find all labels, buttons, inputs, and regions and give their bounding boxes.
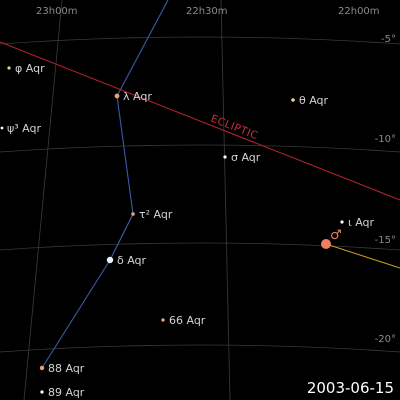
star-psi3-aqr[interactable]: ψ³ Aqr — [0, 122, 42, 135]
dec-label-minus10: -10° — [375, 134, 396, 145]
ecliptic-line — [0, 41, 400, 201]
mars-track — [325, 243, 400, 269]
star-marker — [40, 390, 44, 394]
dec-line-minus10 — [0, 144, 400, 153]
star-theta-aqr[interactable]: θ Aqr — [291, 94, 329, 107]
star-label: ι Aqr — [348, 216, 375, 229]
star-label: φ Aqr — [15, 62, 45, 75]
star-delta-aqr[interactable]: δ Aqr — [106, 254, 147, 267]
star-marker — [340, 220, 344, 224]
star-label: 88 Aqr — [48, 362, 85, 375]
constellation-lines-aquarius — [41, 0, 169, 369]
mars-symbol: ♂ — [330, 228, 342, 243]
star-89-aqr[interactable]: 89 Aqr — [40, 386, 85, 399]
dec-line-minus15 — [0, 242, 400, 251]
star-marker — [7, 66, 11, 70]
dec-line-minus20 — [0, 344, 400, 353]
star-lambda-aqr[interactable]: λ Aqr — [114, 90, 153, 103]
ra-line-22h30m — [220, 0, 231, 400]
star-marker — [291, 98, 295, 102]
mars-disc — [321, 239, 331, 249]
star-marker — [39, 365, 45, 371]
star-label: 89 Aqr — [48, 386, 85, 399]
star-marker — [223, 155, 227, 159]
ra-label-22h30m: 22h30m — [186, 6, 228, 17]
dec-label-minus15: -15° — [375, 235, 396, 246]
ra-line-23h00m — [23, 0, 63, 400]
star-phi-aqr[interactable]: φ Aqr — [7, 62, 45, 75]
star-marker — [161, 318, 165, 322]
dec-label-minus20: -20° — [375, 334, 396, 345]
dec-label-minus5: -5° — [381, 34, 396, 45]
date-label: 2003-06-15 — [307, 379, 394, 397]
star-marker — [106, 256, 114, 264]
star-66-aqr[interactable]: 66 Aqr — [161, 314, 206, 327]
ra-label-23h00m: 23h00m — [36, 6, 78, 17]
star-label: σ Aqr — [231, 151, 261, 164]
star-88-aqr[interactable]: 88 Aqr — [39, 362, 85, 375]
star-sigma-aqr[interactable]: σ Aqr — [223, 151, 261, 164]
ra-label-22h00m: 22h00m — [338, 6, 380, 17]
star-marker — [131, 212, 135, 216]
star-label: δ Aqr — [117, 254, 147, 267]
planet-mars[interactable]: ♂ — [321, 228, 342, 249]
star-label: τ² Aqr — [139, 208, 173, 221]
star-label: 66 Aqr — [169, 314, 206, 327]
star-label: λ Aqr — [123, 90, 152, 103]
star-tau2-aqr[interactable]: τ² Aqr — [131, 208, 173, 221]
star-iota-aqr[interactable]: ι Aqr — [340, 216, 375, 229]
star-marker — [0, 126, 4, 130]
dec-line-minus5 — [0, 36, 400, 45]
star-label: ψ³ Aqr — [7, 122, 41, 135]
star-marker — [114, 93, 120, 99]
star-label: θ Aqr — [299, 94, 329, 107]
